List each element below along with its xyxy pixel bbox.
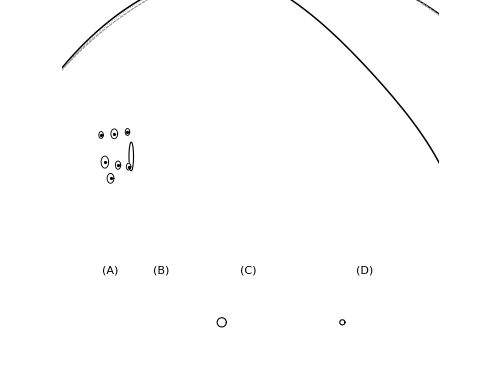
- FancyBboxPatch shape: [266, 178, 286, 197]
- FancyBboxPatch shape: [112, 81, 132, 104]
- Text: (C): (C): [240, 266, 256, 276]
- FancyBboxPatch shape: [189, 98, 209, 120]
- FancyBboxPatch shape: [228, 185, 248, 206]
- Polygon shape: [74, 130, 97, 151]
- Polygon shape: [107, 173, 114, 183]
- Polygon shape: [0, 0, 471, 377]
- Polygon shape: [81, 193, 108, 210]
- Polygon shape: [116, 161, 120, 169]
- FancyBboxPatch shape: [208, 189, 229, 210]
- Polygon shape: [99, 83, 121, 104]
- Polygon shape: [106, 211, 130, 231]
- FancyBboxPatch shape: [306, 170, 325, 188]
- Polygon shape: [90, 92, 110, 115]
- Polygon shape: [94, 104, 370, 209]
- FancyBboxPatch shape: [150, 90, 171, 112]
- Polygon shape: [74, 175, 101, 193]
- FancyBboxPatch shape: [286, 120, 306, 139]
- Polygon shape: [77, 185, 104, 202]
- Polygon shape: [82, 108, 102, 131]
- Polygon shape: [99, 132, 103, 138]
- FancyBboxPatch shape: [170, 94, 190, 116]
- Polygon shape: [86, 100, 106, 122]
- FancyBboxPatch shape: [131, 86, 152, 108]
- Polygon shape: [94, 87, 115, 109]
- Polygon shape: [86, 200, 114, 217]
- FancyBboxPatch shape: [170, 197, 190, 219]
- FancyBboxPatch shape: [306, 124, 325, 143]
- FancyBboxPatch shape: [112, 208, 132, 232]
- FancyBboxPatch shape: [228, 107, 248, 127]
- Text: (B): (B): [153, 266, 170, 276]
- Polygon shape: [72, 165, 98, 183]
- Polygon shape: [129, 142, 134, 171]
- Polygon shape: [217, 318, 226, 327]
- Polygon shape: [111, 129, 117, 139]
- FancyBboxPatch shape: [266, 116, 286, 135]
- FancyBboxPatch shape: [247, 182, 267, 201]
- Polygon shape: [78, 118, 99, 141]
- Polygon shape: [72, 153, 96, 173]
- Polygon shape: [76, 81, 376, 232]
- Polygon shape: [104, 81, 128, 102]
- Polygon shape: [126, 163, 131, 170]
- FancyBboxPatch shape: [286, 174, 306, 193]
- Polygon shape: [125, 129, 130, 135]
- FancyBboxPatch shape: [344, 133, 364, 150]
- FancyBboxPatch shape: [324, 166, 344, 184]
- Polygon shape: [98, 209, 124, 228]
- FancyBboxPatch shape: [324, 129, 344, 147]
- FancyBboxPatch shape: [189, 193, 209, 215]
- FancyBboxPatch shape: [247, 112, 267, 131]
- FancyBboxPatch shape: [344, 162, 364, 180]
- Polygon shape: [101, 156, 108, 168]
- Text: (D): (D): [356, 266, 374, 276]
- FancyBboxPatch shape: [131, 205, 152, 227]
- FancyBboxPatch shape: [150, 201, 171, 223]
- Polygon shape: [92, 205, 118, 224]
- Polygon shape: [340, 320, 345, 325]
- Polygon shape: [72, 141, 96, 162]
- Text: (A): (A): [102, 266, 118, 276]
- FancyBboxPatch shape: [208, 103, 229, 124]
